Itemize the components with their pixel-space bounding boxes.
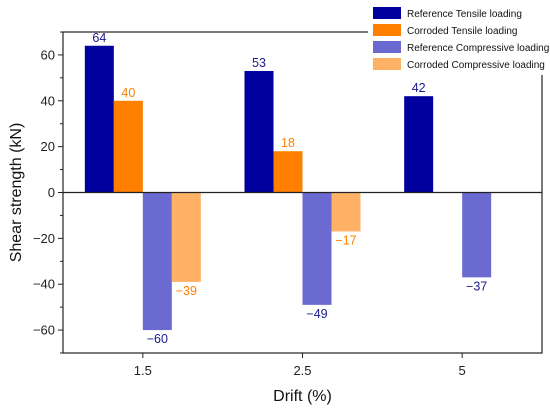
legend-swatch (373, 24, 401, 36)
y-axis-title: Shear strength (kN) (8, 123, 25, 263)
data-label: 40 (121, 86, 135, 100)
y-tick-label: −60 (33, 323, 55, 338)
legend-swatch (373, 7, 401, 19)
data-label: 18 (281, 136, 295, 150)
y-tick-label: 20 (41, 139, 55, 154)
bar (84, 45, 114, 193)
y-tick-label: 40 (41, 93, 55, 108)
x-tick-label: 2.5 (293, 363, 311, 378)
bar (302, 192, 332, 305)
legend-label: Reference Tensile loading (407, 9, 522, 20)
y-tick-label: −20 (33, 231, 55, 246)
x-tick-label: 1.5 (134, 363, 152, 378)
legend-label: Corroded Tensile loading (407, 26, 517, 37)
bar (404, 96, 434, 193)
data-label: −17 (335, 233, 356, 247)
data-label: −39 (176, 284, 197, 298)
axes-group: −60 −40 −20 0 20 40 60 1.5 2.5 5 (33, 31, 542, 378)
y-tick-label: 60 (41, 47, 55, 62)
x-tick-label: 5 (459, 363, 466, 378)
data-label: −60 (147, 332, 168, 346)
legend-swatch (373, 41, 401, 53)
legend-swatch (373, 58, 401, 70)
legend-label: Corroded Compressive loading (407, 60, 545, 71)
bar (113, 100, 143, 193)
legend: Reference Tensile loading Corroded Tensil… (368, 3, 549, 75)
data-label: 42 (412, 81, 426, 95)
bar (462, 192, 492, 278)
legend-label: Reference Compressive loading (407, 43, 549, 54)
bar (273, 151, 303, 193)
y-tick-label: 0 (48, 185, 55, 200)
bar (244, 70, 274, 193)
data-label: 64 (92, 31, 106, 45)
bar (331, 192, 361, 232)
x-axis-title: Drift (%) (273, 388, 332, 405)
data-label: −37 (466, 279, 487, 293)
data-label: −49 (306, 307, 327, 321)
y-tick-label: −40 (33, 277, 55, 292)
bar (142, 192, 172, 331)
bars-group (84, 45, 492, 331)
data-label: 53 (252, 56, 266, 70)
data-labels-group: 64 40 −60 −39 53 18 −49 −17 42 −37 (92, 31, 487, 346)
bar (171, 192, 201, 282)
